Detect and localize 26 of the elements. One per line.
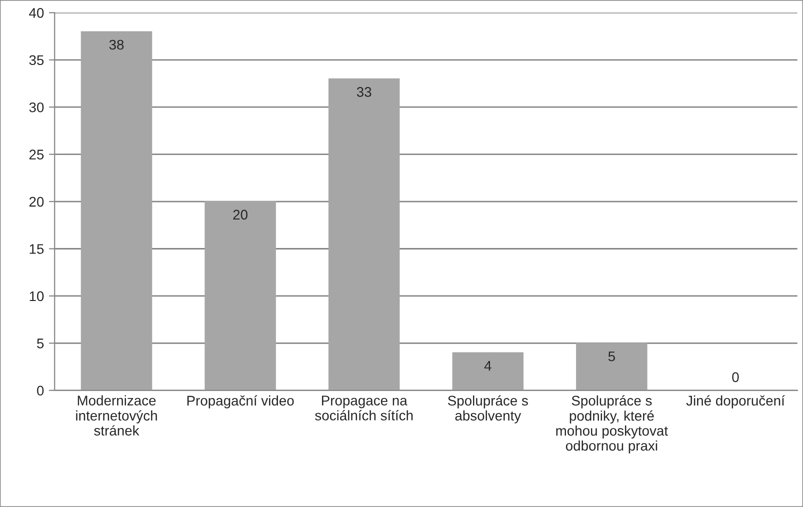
y-tick-label: 5 [37, 338, 44, 348]
data-label: 38 [109, 40, 124, 50]
x-tick-label: Modernizace internetových stránek [76, 395, 157, 436]
y-tick-label: 0 [37, 386, 44, 396]
bar [328, 78, 400, 390]
bar [204, 201, 276, 390]
y-tick-label: 10 [30, 291, 44, 302]
x-tick-label: Jiné doporučení [686, 395, 785, 408]
y-tick-label: 25 [29, 150, 44, 160]
x-tick-label: Spolupráce s absolventy [448, 395, 528, 424]
y-tick-label: 40 [29, 8, 44, 18]
data-label: 5 [608, 352, 615, 362]
bar [80, 31, 152, 390]
y-tick-label: 20 [29, 196, 44, 207]
bar [576, 342, 648, 390]
x-tick-label: Propagace na sociálních sítích [315, 396, 413, 420]
y-tick-label: 35 [29, 55, 44, 66]
y-tick-label: 30 [29, 102, 44, 112]
x-tick-label: Spolupráce s podniky, které mohou poskytovat odbornou praxi [556, 395, 668, 454]
data-label: 0 [732, 372, 739, 382]
data-label: 20 [233, 210, 248, 220]
bar [452, 352, 524, 390]
y-tick-label: 15 [30, 244, 44, 254]
data-label: 4 [484, 361, 492, 371]
data-label: 33 [356, 87, 372, 97]
x-tick-label: Propagační video [187, 395, 294, 408]
